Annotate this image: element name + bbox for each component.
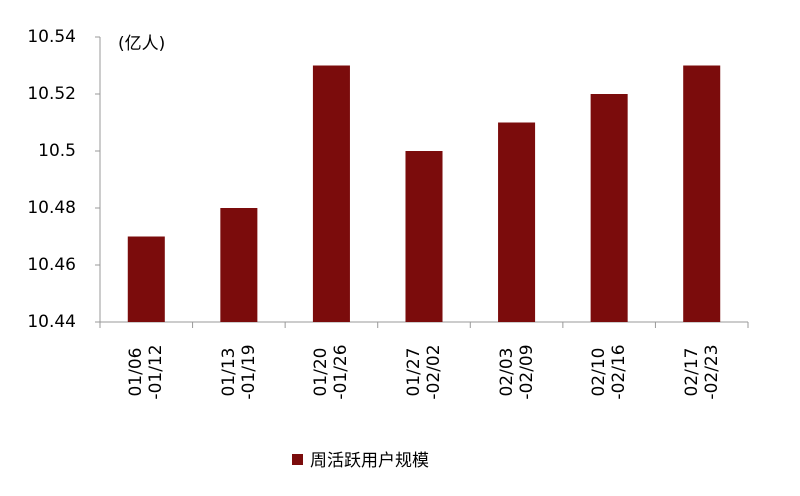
legend-label: 周活跃用户规模 xyxy=(310,451,429,471)
x-tick-label: 01/06 -01/12 xyxy=(126,344,167,400)
bar xyxy=(312,65,350,322)
y-tick-label: 10.52 xyxy=(27,84,76,104)
y-tick-label: 10.44 xyxy=(27,312,76,332)
bar xyxy=(127,236,165,322)
y-tick-label: 10.46 xyxy=(27,255,76,275)
y-tick-label: 10.5 xyxy=(38,141,76,161)
bar xyxy=(220,208,258,322)
x-tick-label: 01/13 -01/19 xyxy=(218,344,259,400)
legend-swatch xyxy=(292,454,303,465)
bar xyxy=(405,151,443,322)
bar xyxy=(498,122,536,322)
x-tick-label: 02/03 -02/09 xyxy=(496,344,537,400)
y-tick-label: 10.54 xyxy=(27,27,76,47)
y-tick-label: 10.48 xyxy=(27,198,76,218)
bar xyxy=(683,65,721,322)
x-tick-label: 02/17 -02/23 xyxy=(681,344,722,400)
bar xyxy=(590,94,628,322)
x-tick-label: 01/27 -02/02 xyxy=(404,344,444,400)
unit-label: (亿人) xyxy=(118,34,165,54)
x-tick-label: 01/20 -01/26 xyxy=(311,344,352,400)
x-tick-label: 02/10 -02/16 xyxy=(589,344,630,400)
